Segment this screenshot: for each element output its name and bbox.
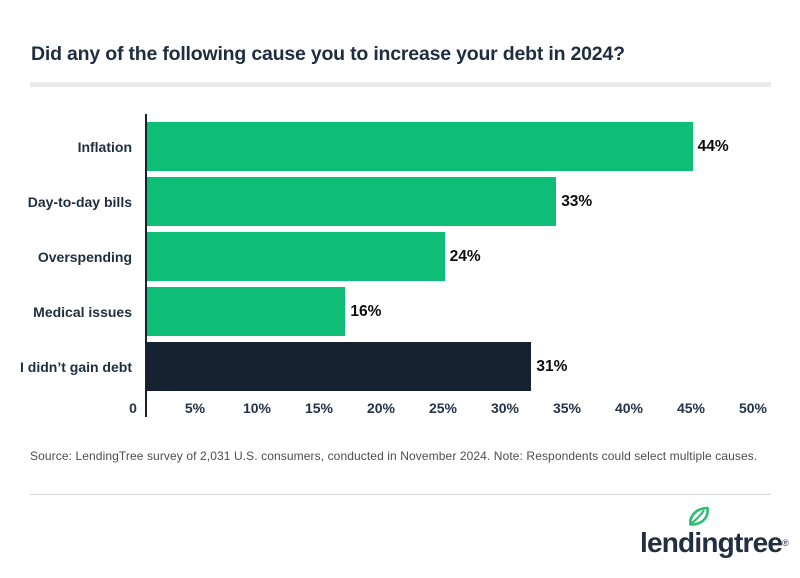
logo-wordmark: lendingtree® (640, 526, 789, 560)
bar-category-label: Inflation (77, 138, 132, 155)
chart-title: Did any of the following cause you to in… (31, 43, 625, 65)
bar-chart: Inflation 44% Day-to-day bills 33% Overs… (0, 114, 800, 419)
x-tick-label: 0 (129, 400, 137, 416)
bar (147, 122, 693, 171)
bar (147, 287, 346, 336)
title-divider (30, 82, 771, 87)
footer-divider (30, 494, 771, 495)
bar-category-label: Day-to-day bills (27, 193, 132, 210)
lendingtree-logo: lendingtree® (640, 506, 790, 570)
bar (147, 342, 532, 391)
x-tick-label: 50% (738, 400, 768, 416)
x-tick-label: 10% (242, 400, 272, 416)
y-axis-line (145, 114, 147, 417)
bar-track: 24% (147, 232, 767, 281)
bar-track: 44% (147, 122, 767, 171)
bar-track: 33% (147, 177, 767, 226)
bar-category-label: Medical issues (33, 303, 132, 320)
x-tick-label: 25% (428, 400, 458, 416)
bar-row: Overspending 24% (0, 232, 800, 281)
x-tick-label: 30% (490, 400, 520, 416)
registered-mark: ® (782, 538, 789, 548)
bar-row: Inflation 44% (0, 122, 800, 171)
x-tick-label: 15% (304, 400, 334, 416)
bar (147, 232, 445, 281)
bar-value-label: 31% (536, 357, 568, 375)
bar-category-label: I didn’t gain debt (20, 358, 132, 375)
bar (147, 177, 557, 226)
bar-category-label: Overspending (37, 248, 132, 265)
x-tick-label: 5% (184, 400, 206, 416)
bar-rows: Inflation 44% Day-to-day bills 33% Overs… (0, 122, 800, 397)
x-tick-label: 40% (614, 400, 644, 416)
source-note: Source: LendingTree survey of 2,031 U.S.… (30, 449, 758, 463)
x-axis-ticks: 0 5% 10% 15% 20% 25% 30% 35% 40% 45% 50% (129, 400, 767, 418)
leaf-icon (689, 506, 709, 526)
x-tick-label: 35% (552, 400, 582, 416)
logo-text: lendingtree (640, 527, 783, 558)
bar-value-label: 44% (697, 137, 729, 155)
bar-value-label: 33% (561, 192, 593, 210)
x-tick-label: 20% (366, 400, 396, 416)
bar-row: Day-to-day bills 33% (0, 177, 800, 226)
x-tick-label: 45% (676, 400, 706, 416)
bar-track: 16% (147, 287, 767, 336)
bar-row: Medical issues 16% (0, 287, 800, 336)
bar-value-label: 24% (449, 247, 481, 265)
bar-row: I didn’t gain debt 31% (0, 342, 800, 391)
bar-value-label: 16% (350, 302, 382, 320)
bar-track: 31% (147, 342, 767, 391)
